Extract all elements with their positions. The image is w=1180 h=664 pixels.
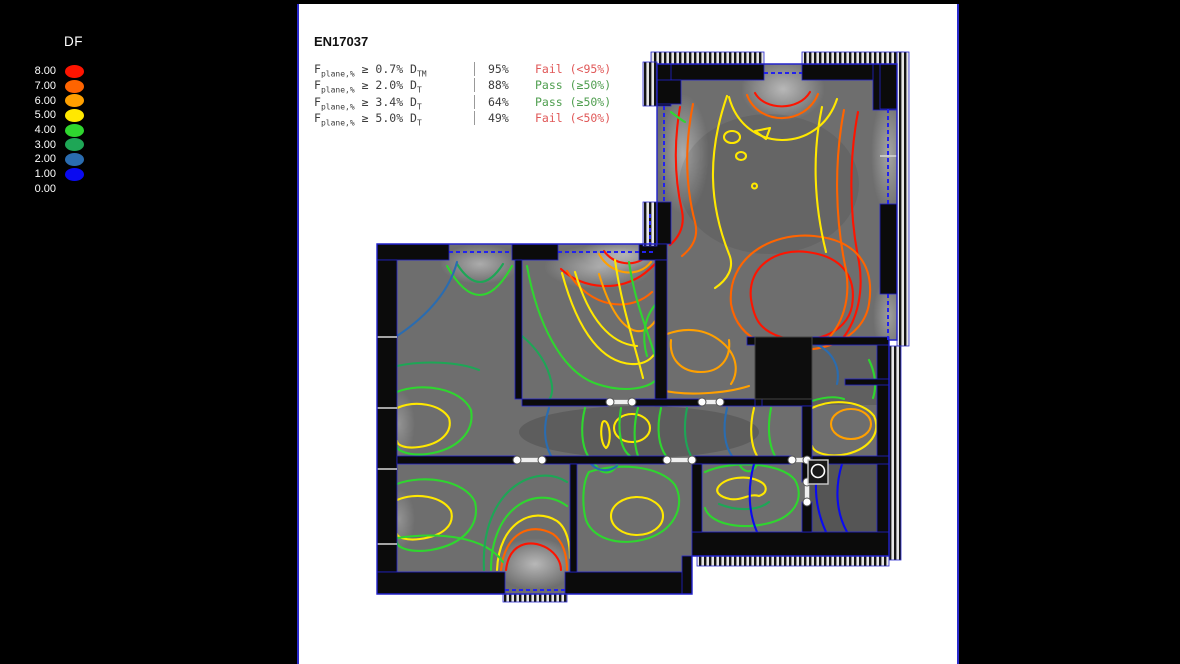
door-symbol bbox=[605, 397, 637, 407]
status-text: Fail (<50%) bbox=[535, 111, 612, 126]
fixture-symbol bbox=[807, 459, 829, 485]
criterion: Fplane,% ≥ 2.0% DT bbox=[314, 78, 422, 95]
legend-value: 0.00 bbox=[34, 182, 56, 195]
criterion: Fplane,% ≥ 5.0% DT bbox=[314, 111, 422, 128]
door-symbol bbox=[512, 455, 547, 465]
legend-entry: 6.00 bbox=[28, 93, 84, 108]
result-percent: 64% bbox=[474, 94, 535, 109]
result-percent: 49% bbox=[474, 111, 535, 126]
status-text: Pass (≥50%) bbox=[535, 94, 612, 109]
en17037-report: EN17037 Fplane,% ≥ 0.7% DTM 95% Fail (<95%… bbox=[314, 34, 611, 128]
legend-entry: 0.00 bbox=[28, 182, 84, 197]
legend-title: DF bbox=[64, 34, 83, 49]
legend-entry: 7.00 bbox=[28, 79, 84, 94]
status-text: Fail (<95%) bbox=[535, 62, 612, 76]
df-contours bbox=[395, 90, 878, 572]
plan-outline bbox=[376, 63, 898, 595]
legend-value: 2.00 bbox=[34, 153, 56, 166]
criterion: Fplane,% ≥ 3.4% DT bbox=[314, 94, 422, 112]
legend-value: 6.00 bbox=[34, 94, 56, 107]
status-text: Pass (≥50%) bbox=[535, 78, 612, 93]
legend-color-dot bbox=[65, 152, 84, 166]
legend-color-dot bbox=[65, 138, 84, 152]
report-row: Fplane,% ≥ 5.0% DT 49% Fail (<50%) bbox=[314, 111, 611, 127]
legend-color-dot bbox=[65, 79, 84, 93]
report-title: EN17037 bbox=[314, 34, 369, 49]
legend-color-dot bbox=[65, 64, 84, 78]
result-percent: 88% bbox=[474, 78, 535, 93]
df-legend: DF 8.00 7.00 6.00 5.00 4.00 3.00 2.00 1.00 0.00 bbox=[28, 34, 84, 196]
legend-entry: 1.00 bbox=[28, 167, 84, 182]
floor-area bbox=[377, 57, 907, 594]
wall-joints bbox=[377, 155, 897, 545]
door-symbol bbox=[662, 455, 697, 465]
legend-entry: 5.00 bbox=[28, 108, 84, 123]
report-row: Fplane,% ≥ 0.7% DTM 95% Fail (<95%) bbox=[314, 62, 611, 78]
legend-entry: 2.00 bbox=[28, 152, 84, 167]
legend-value: 8.00 bbox=[34, 65, 56, 78]
legend-color-dot bbox=[65, 123, 84, 137]
result-percent: 95% bbox=[474, 62, 535, 76]
shaft-room bbox=[754, 336, 813, 400]
report-rows: Fplane,% ≥ 0.7% DTM 95% Fail (<95%) Fplane,… bbox=[314, 62, 611, 128]
door-symbol bbox=[787, 455, 812, 465]
criterion: Fplane,% ≥ 0.7% DTM bbox=[314, 62, 427, 79]
report-row: Fplane,% ≥ 2.0% DT 88% Pass (≥50%) bbox=[314, 78, 612, 95]
report-row: Fplane,% ≥ 3.4% DT 64% Pass (≥50%) bbox=[314, 94, 612, 112]
legend-color-dot bbox=[65, 167, 84, 181]
legend-entry: 8.00 bbox=[28, 64, 84, 79]
drawing-panel: EN17037 Fplane,% ≥ 0.7% DTM 95% Fail (<95%… bbox=[297, 4, 959, 664]
legend-entry: 3.00 bbox=[28, 137, 84, 152]
legend-color-dot bbox=[65, 108, 84, 122]
legend-color-dot bbox=[65, 94, 84, 108]
door-symbol bbox=[697, 397, 725, 407]
legend-entries: 8.00 7.00 6.00 5.00 4.00 3.00 2.00 1.00 0.00 bbox=[28, 64, 84, 196]
legend-value: 5.00 bbox=[34, 109, 56, 122]
floor-plan-viewport[interactable] bbox=[299, 4, 961, 664]
legend-value: 4.00 bbox=[34, 124, 56, 137]
legend-value: 3.00 bbox=[34, 138, 56, 151]
legend-value: 1.00 bbox=[34, 168, 56, 181]
legend-value: 7.00 bbox=[34, 80, 56, 93]
legend-entry: 4.00 bbox=[28, 123, 84, 138]
windows bbox=[449, 72, 889, 591]
